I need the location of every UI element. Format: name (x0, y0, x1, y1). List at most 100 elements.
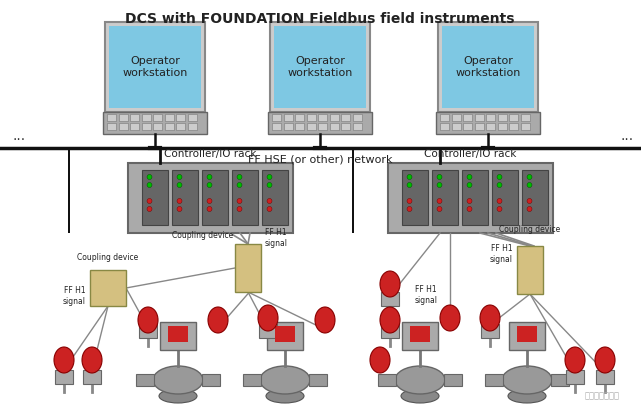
FancyBboxPatch shape (381, 324, 399, 338)
FancyBboxPatch shape (329, 123, 338, 130)
Text: Coupling device: Coupling device (499, 225, 561, 234)
FancyBboxPatch shape (262, 170, 288, 225)
Circle shape (407, 199, 412, 204)
FancyBboxPatch shape (486, 123, 495, 130)
FancyBboxPatch shape (451, 114, 460, 121)
FancyBboxPatch shape (153, 114, 162, 121)
FancyBboxPatch shape (68, 148, 160, 150)
FancyBboxPatch shape (130, 123, 139, 130)
FancyBboxPatch shape (442, 26, 534, 108)
Circle shape (177, 199, 182, 204)
Circle shape (177, 182, 182, 188)
FancyBboxPatch shape (274, 26, 366, 108)
FancyBboxPatch shape (153, 123, 162, 130)
FancyBboxPatch shape (142, 114, 151, 121)
Ellipse shape (595, 347, 615, 373)
FancyBboxPatch shape (142, 123, 151, 130)
Text: Operator
workstation: Operator workstation (287, 56, 353, 78)
FancyBboxPatch shape (509, 123, 518, 130)
FancyBboxPatch shape (520, 123, 529, 130)
Circle shape (207, 206, 212, 211)
FancyBboxPatch shape (402, 322, 438, 350)
FancyBboxPatch shape (201, 170, 228, 225)
FancyBboxPatch shape (410, 326, 430, 342)
FancyBboxPatch shape (295, 123, 304, 130)
FancyBboxPatch shape (551, 374, 569, 386)
Text: FF H1
signal: FF H1 signal (63, 286, 86, 306)
Ellipse shape (82, 347, 102, 373)
Text: Operator
workstation: Operator workstation (455, 56, 520, 78)
Ellipse shape (260, 366, 310, 394)
Circle shape (147, 199, 152, 204)
FancyBboxPatch shape (451, 123, 460, 130)
Circle shape (467, 199, 472, 204)
FancyBboxPatch shape (444, 374, 462, 386)
FancyBboxPatch shape (438, 22, 538, 112)
Text: 工业物联网技术: 工业物联网技术 (585, 391, 620, 400)
FancyBboxPatch shape (486, 114, 495, 121)
FancyBboxPatch shape (188, 114, 197, 121)
FancyBboxPatch shape (318, 114, 327, 121)
FancyBboxPatch shape (176, 114, 185, 121)
Ellipse shape (370, 347, 390, 373)
Text: FF H1
signal: FF H1 signal (490, 244, 513, 264)
FancyBboxPatch shape (517, 326, 537, 342)
FancyBboxPatch shape (520, 114, 529, 121)
FancyBboxPatch shape (267, 322, 303, 350)
FancyBboxPatch shape (268, 112, 372, 134)
FancyBboxPatch shape (341, 123, 350, 130)
FancyBboxPatch shape (83, 370, 101, 384)
FancyBboxPatch shape (306, 114, 315, 121)
FancyBboxPatch shape (105, 22, 205, 112)
Text: Operator
workstation: Operator workstation (122, 56, 188, 78)
FancyBboxPatch shape (509, 114, 518, 121)
FancyBboxPatch shape (341, 114, 350, 121)
Circle shape (437, 175, 442, 180)
Ellipse shape (315, 307, 335, 333)
FancyBboxPatch shape (378, 374, 396, 386)
Ellipse shape (380, 271, 400, 297)
FancyBboxPatch shape (509, 322, 545, 350)
Circle shape (407, 175, 412, 180)
FancyBboxPatch shape (176, 123, 185, 130)
Circle shape (237, 206, 242, 211)
FancyBboxPatch shape (353, 114, 362, 121)
Ellipse shape (258, 305, 278, 331)
FancyBboxPatch shape (462, 170, 488, 225)
FancyBboxPatch shape (160, 322, 196, 350)
FancyBboxPatch shape (119, 123, 128, 130)
FancyBboxPatch shape (492, 170, 517, 225)
FancyBboxPatch shape (318, 123, 327, 130)
Ellipse shape (380, 307, 400, 333)
FancyBboxPatch shape (107, 114, 116, 121)
Circle shape (147, 206, 152, 211)
FancyBboxPatch shape (275, 326, 295, 342)
Circle shape (407, 182, 412, 188)
Circle shape (267, 175, 272, 180)
Circle shape (207, 175, 212, 180)
FancyBboxPatch shape (243, 374, 261, 386)
Circle shape (237, 199, 242, 204)
FancyBboxPatch shape (440, 123, 449, 130)
FancyBboxPatch shape (139, 324, 157, 338)
Circle shape (527, 175, 532, 180)
Ellipse shape (480, 305, 500, 331)
FancyBboxPatch shape (463, 114, 472, 121)
Ellipse shape (208, 307, 228, 333)
Text: FF H1
signal: FF H1 signal (415, 285, 438, 305)
FancyBboxPatch shape (235, 244, 261, 292)
FancyBboxPatch shape (202, 374, 220, 386)
Ellipse shape (565, 347, 585, 373)
FancyBboxPatch shape (517, 246, 543, 294)
FancyBboxPatch shape (352, 148, 440, 150)
Circle shape (527, 182, 532, 188)
FancyBboxPatch shape (522, 170, 547, 225)
FancyBboxPatch shape (295, 114, 304, 121)
FancyBboxPatch shape (566, 370, 584, 384)
FancyBboxPatch shape (272, 123, 281, 130)
FancyBboxPatch shape (388, 163, 553, 233)
FancyBboxPatch shape (55, 370, 73, 384)
Circle shape (467, 182, 472, 188)
Circle shape (237, 182, 242, 188)
Ellipse shape (440, 305, 460, 331)
